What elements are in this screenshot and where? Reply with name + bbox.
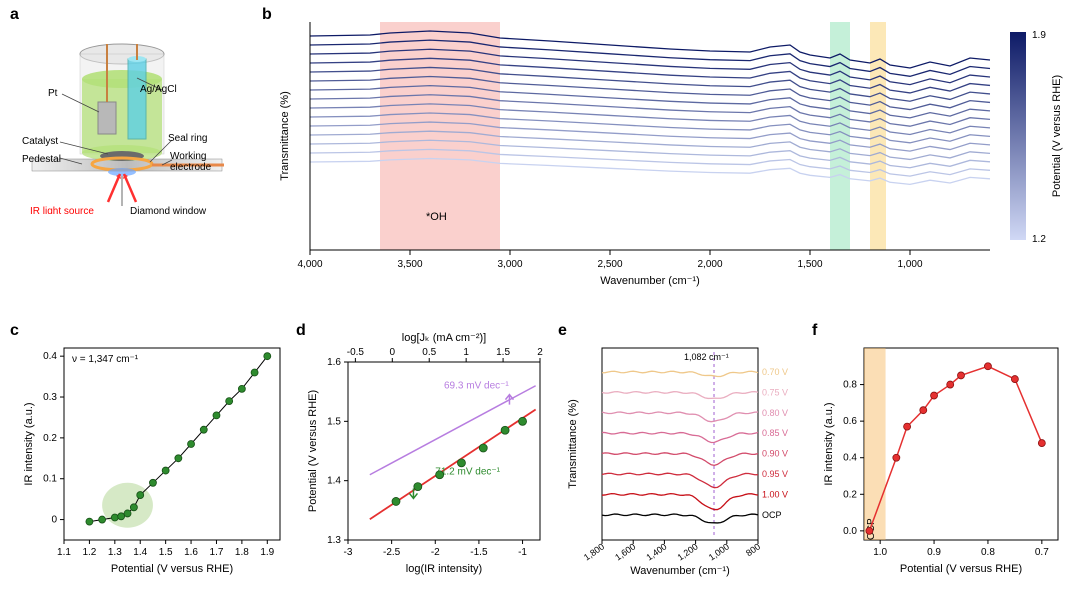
svg-text:0.5: 0.5 [422, 347, 436, 358]
svg-text:1.4: 1.4 [133, 547, 147, 558]
svg-text:0: 0 [390, 347, 396, 358]
svg-text:1.3: 1.3 [327, 535, 341, 546]
figure: { "panelA": { "label": "a", "parts": [ {… [0, 0, 1080, 602]
svg-text:1.3: 1.3 [108, 547, 122, 558]
svg-text:Wavenumber (cm⁻¹): Wavenumber (cm⁻¹) [630, 565, 730, 577]
svg-text:69.3 mV dec⁻¹: 69.3 mV dec⁻¹ [444, 381, 509, 392]
svg-text:0.8: 0.8 [981, 547, 995, 558]
svg-text:1.6: 1.6 [184, 547, 198, 558]
svg-text:0.9: 0.9 [927, 547, 941, 558]
svg-text:1.7: 1.7 [210, 547, 224, 558]
svg-text:-1: -1 [518, 547, 527, 558]
svg-text:1,082 cm⁻¹: 1,082 cm⁻¹ [684, 352, 729, 362]
svg-text:1.9: 1.9 [260, 547, 274, 558]
svg-text:0.75 V: 0.75 V [762, 387, 788, 397]
svg-text:Potential (V versus RHE): Potential (V versus RHE) [900, 563, 1022, 575]
svg-text:2,000: 2,000 [697, 259, 722, 270]
svg-text:1,000: 1,000 [707, 541, 731, 562]
svg-text:Potential (V versus RHE): Potential (V versus RHE) [1051, 75, 1063, 197]
svg-text:Working: Working [170, 151, 207, 162]
svg-text:0.85 V: 0.85 V [762, 428, 788, 438]
svg-text:4,000: 4,000 [297, 259, 322, 270]
svg-text:1,400: 1,400 [644, 541, 668, 562]
svg-text:0.2: 0.2 [843, 489, 857, 500]
svg-text:1,000: 1,000 [897, 259, 922, 270]
svg-text:Pt: Pt [48, 88, 58, 99]
svg-text:IR intensity (a.u.): IR intensity (a.u.) [823, 402, 835, 485]
svg-text:0.6: 0.6 [843, 416, 857, 427]
svg-text:0.1: 0.1 [43, 474, 57, 485]
svg-text:1,600: 1,600 [613, 541, 637, 562]
panel-c-chart: 1.1 1.2 1.3 1.4 1.5 1.6 1.7 1.8 1.9 0 0.1 0.2 0.3 0.4… [12, 330, 292, 590]
svg-text:1,200: 1,200 [676, 541, 700, 562]
svg-text:log(IR intensity): log(IR intensity) [406, 563, 482, 575]
svg-text:Diamond window: Diamond window [130, 206, 207, 214]
svg-text:3,500: 3,500 [397, 259, 422, 270]
panel-a-diagram: Pt Ag/AgCl Catalyst Pedestal Seal ring Workin… [12, 24, 250, 214]
svg-text:0.4: 0.4 [43, 351, 57, 362]
svg-text:1.0: 1.0 [873, 547, 887, 558]
svg-text:log[Jₖ (mA cm⁻²)]: log[Jₖ (mA cm⁻²)] [402, 332, 486, 344]
svg-text:0.90 V: 0.90 V [762, 449, 788, 459]
panel-e-chart: 1,800 1,600 1,400 1,200 1,000 800 Wavenumber (… [558, 330, 808, 590]
svg-text:0.0: 0.0 [843, 526, 857, 537]
svg-text:-2: -2 [431, 547, 440, 558]
svg-text:ν = 1,347 cm⁻¹: ν = 1,347 cm⁻¹ [72, 354, 139, 365]
panel-d-chart: -3 -2.5 -2 -1.5 -1 1.3 1.4 1.5 1.6 log(IR intensi… [296, 330, 554, 590]
svg-text:IR light source: IR light source [30, 206, 94, 214]
svg-text:0.70 V: 0.70 V [762, 367, 788, 377]
svg-text:71.2 mV dec⁻¹: 71.2 mV dec⁻¹ [435, 467, 500, 478]
svg-text:Seal ring: Seal ring [168, 133, 207, 144]
svg-text:0.80 V: 0.80 V [762, 408, 788, 418]
svg-text:Pedestal: Pedestal [22, 154, 61, 165]
svg-text:Catalyst: Catalyst [22, 136, 58, 147]
svg-text:1,500: 1,500 [797, 259, 822, 270]
svg-text:1.5: 1.5 [159, 547, 173, 558]
panel-f-chart: OCP1.00.90.80.70.00.20.40.60.8Potential … [812, 330, 1070, 590]
svg-text:1.1: 1.1 [57, 547, 71, 558]
svg-text:1.8: 1.8 [235, 547, 249, 558]
svg-text:0.3: 0.3 [43, 392, 57, 403]
svg-text:1: 1 [463, 347, 469, 358]
svg-text:2,500: 2,500 [597, 259, 622, 270]
svg-text:-1.5: -1.5 [470, 547, 488, 558]
svg-text:0.95 V: 0.95 V [762, 469, 788, 479]
svg-text:Potential (V versus RHE): Potential (V versus RHE) [307, 390, 319, 512]
svg-text:-2.5: -2.5 [383, 547, 401, 558]
svg-text:1.2: 1.2 [1032, 234, 1046, 245]
svg-text:1.00 V: 1.00 V [762, 489, 788, 499]
svg-text:3,000: 3,000 [497, 259, 522, 270]
svg-text:1.5: 1.5 [496, 347, 510, 358]
svg-text:1.5: 1.5 [327, 416, 341, 427]
svg-text:0: 0 [51, 515, 57, 526]
svg-text:1.9: 1.9 [1032, 30, 1046, 41]
svg-text:0.7: 0.7 [1035, 547, 1049, 558]
svg-text:IR intensity (a.u.): IR intensity (a.u.) [23, 402, 35, 485]
svg-text:Wavenumber (cm⁻¹): Wavenumber (cm⁻¹) [600, 275, 700, 287]
svg-text:1.4: 1.4 [327, 476, 341, 487]
svg-text:Transmittance (%): Transmittance (%) [279, 91, 291, 180]
svg-text:Transmittance (%): Transmittance (%) [567, 399, 579, 488]
svg-text:Ag/AgCl: Ag/AgCl [140, 84, 177, 95]
svg-text:OCP: OCP [762, 510, 782, 520]
svg-text:-3: -3 [344, 547, 353, 558]
svg-text:1.6: 1.6 [327, 357, 341, 368]
panel-b-chart: *OH 4,000 3,500 3,000 2,500 2,000 1,500 1,000 Wa… [270, 10, 1070, 306]
svg-text:1.2: 1.2 [82, 547, 96, 558]
svg-text:*OH: *OH [426, 211, 447, 223]
svg-text:Potential (V versus RHE): Potential (V versus RHE) [111, 563, 233, 575]
panel-a-label: a [10, 6, 19, 24]
svg-text:2: 2 [537, 347, 543, 358]
svg-text:-0.5: -0.5 [347, 347, 365, 358]
svg-text:0.2: 0.2 [43, 433, 57, 444]
svg-text:1,800: 1,800 [582, 541, 606, 562]
svg-text:800: 800 [744, 541, 762, 558]
svg-text:0.4: 0.4 [843, 453, 857, 464]
svg-text:electrode: electrode [170, 162, 212, 173]
svg-text:0.8: 0.8 [843, 380, 857, 391]
